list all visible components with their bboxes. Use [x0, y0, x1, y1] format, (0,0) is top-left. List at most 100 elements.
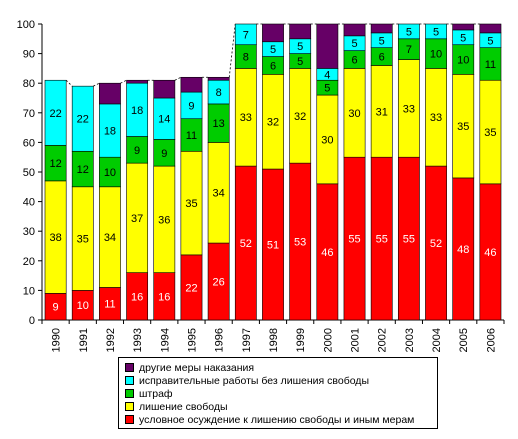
data-label: 5 [324, 83, 330, 95]
bar-segment [71, 85, 94, 152]
bar-segment [234, 23, 257, 46]
y-tick-label: 60 [23, 137, 35, 149]
data-label: 11 [485, 59, 496, 71]
legend-label: лишение свободы [139, 400, 228, 413]
x-tick-label: 1991 [78, 328, 90, 352]
bar-segment [207, 76, 230, 81]
bar-segment [343, 23, 366, 37]
data-label: 5 [297, 41, 303, 53]
bar-segment [99, 82, 121, 105]
bar-segment [479, 23, 502, 34]
legend-item: условное осуждение к лишению свободы и и… [125, 413, 431, 426]
data-label: 52 [240, 238, 252, 250]
bar-segment [153, 79, 176, 99]
data-label: 35 [484, 127, 496, 139]
data-label: 9 [188, 100, 194, 112]
data-label: 46 [484, 247, 496, 259]
bar-segment [370, 23, 393, 34]
data-label: 22 [185, 282, 197, 294]
data-label: 51 [267, 240, 279, 252]
y-tick-label: 80 [23, 78, 35, 90]
data-label: 38 [49, 232, 61, 244]
top-outline-dashes [65, 23, 480, 87]
data-label: 9 [161, 148, 167, 160]
legend-swatch [125, 415, 134, 424]
y-axis: 0 10 20 30 40 50 60 70 80 90 100 [17, 19, 43, 327]
x-tick-label: 1996 [214, 328, 226, 352]
data-label: 48 [457, 244, 469, 256]
y-tick-label: 70 [23, 108, 35, 120]
data-label: 12 [77, 164, 89, 176]
x-tick-label: 1998 [268, 328, 280, 352]
series-connector-line [93, 82, 100, 87]
data-label: 31 [376, 106, 388, 118]
bar-segment [44, 79, 67, 146]
data-label: 10 [77, 300, 89, 312]
x-tick-label: 2000 [322, 328, 334, 352]
data-label: 5 [460, 32, 466, 44]
data-label: 13 [213, 118, 225, 130]
data-label: 14 [158, 114, 170, 126]
data-label: 4 [324, 69, 330, 81]
x-tick-label: 2002 [377, 328, 389, 352]
x-tick-label: 1990 [51, 328, 63, 352]
data-label: 7 [243, 29, 249, 41]
data-label: 7 [406, 44, 412, 56]
series-connector-line [65, 79, 73, 87]
y-tick-label: 30 [23, 226, 35, 238]
data-label: 55 [403, 234, 415, 246]
series-connector-line [228, 23, 236, 78]
data-label: 30 [348, 108, 360, 120]
legend-item: исправительные работы без лишения свобод… [125, 374, 431, 387]
data-label: 55 [376, 234, 388, 246]
data-label: 34 [213, 188, 225, 200]
x-tick-label: 2003 [404, 328, 416, 352]
data-label: 37 [131, 213, 143, 225]
data-label: 12 [49, 158, 61, 170]
data-label: 30 [321, 134, 333, 146]
legend-item: штраф [125, 387, 431, 400]
data-label: 16 [131, 291, 143, 303]
series-connector-line [174, 76, 182, 81]
x-tick-label: 2001 [350, 328, 362, 352]
legend-swatch [125, 376, 134, 385]
legend-label: штраф [139, 387, 173, 400]
data-label: 35 [77, 234, 89, 246]
data-label: 9 [53, 302, 59, 314]
legend-swatch [125, 389, 134, 398]
y-tick-label: 100 [17, 19, 35, 31]
legend: другие меры наказания исправительные рабо… [118, 357, 438, 429]
bar-segment [316, 23, 339, 69]
data-label: 6 [270, 60, 276, 72]
data-label: 22 [77, 114, 89, 126]
data-label: 35 [185, 198, 197, 210]
data-label: 22 [49, 108, 61, 120]
data-label: 6 [351, 55, 357, 67]
data-label: 18 [104, 126, 116, 138]
y-tick-label: 90 [23, 49, 35, 61]
data-label: 9 [134, 145, 140, 157]
legend-label: условное осуждение к лишению свободы и и… [139, 413, 415, 426]
data-label: 5 [297, 56, 303, 68]
y-tick-label: 50 [23, 167, 35, 179]
data-label: 16 [158, 291, 170, 303]
legend-item: лишение свободы [125, 400, 431, 413]
x-tick-label: 1997 [241, 328, 253, 352]
legend-label: исправительные работы без лишения свобод… [139, 374, 369, 387]
x-tick-label: 2004 [431, 328, 443, 352]
data-label: 5 [406, 26, 412, 38]
x-tick-label: 1994 [159, 328, 171, 352]
bar-segment [289, 23, 312, 40]
data-label: 8 [216, 87, 222, 99]
x-tick-label: 2006 [485, 328, 497, 352]
data-label: 5 [270, 44, 276, 56]
x-tick-label: 1999 [295, 328, 307, 352]
bar-segment [425, 23, 447, 40]
data-label: 33 [430, 112, 442, 124]
data-label: 26 [213, 277, 225, 289]
y-tick-label: 40 [23, 197, 35, 209]
x-axis: 1990 1991 1992 1993 1994 1995 1996 1997 1998 1999… [41, 319, 505, 352]
data-label: 5 [433, 26, 439, 38]
data-label: 11 [104, 299, 115, 311]
